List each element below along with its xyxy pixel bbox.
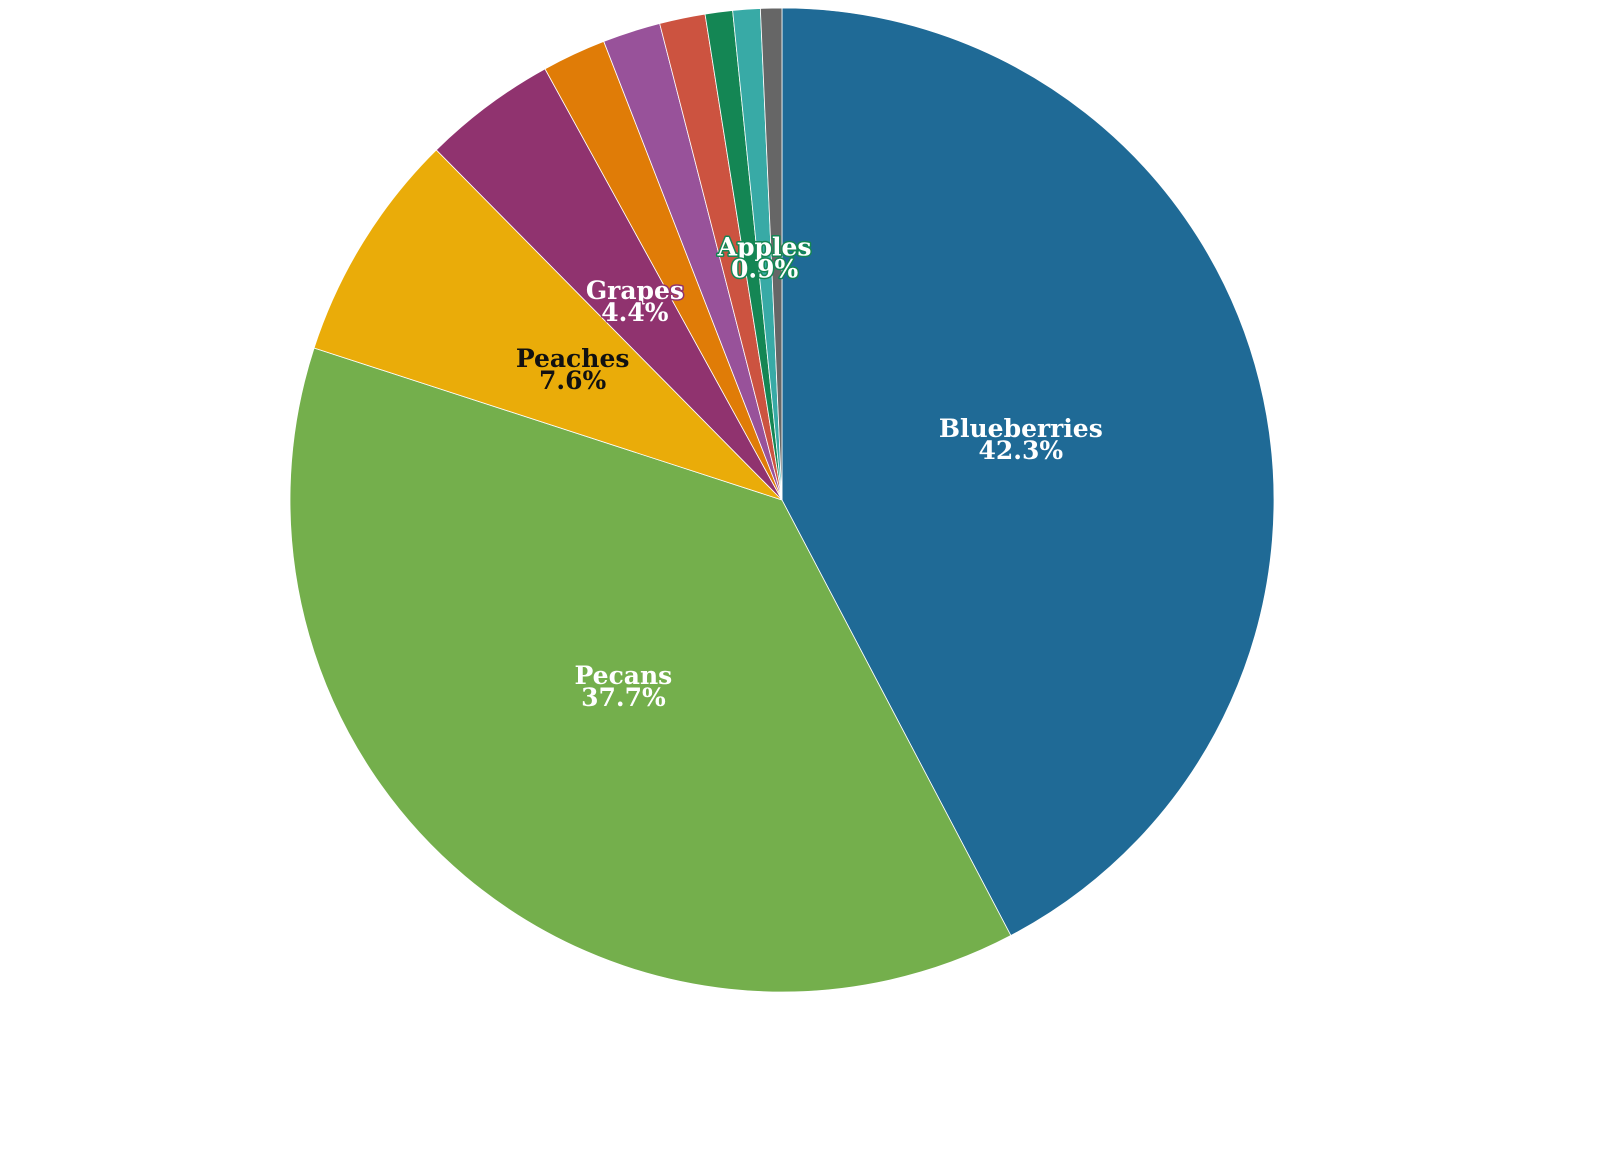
slice-label-pecans: Pecans 37.7% <box>575 661 673 712</box>
pie-slice-segment-10 <box>759 7 783 501</box>
slice-percent: 37.7% <box>581 683 666 712</box>
pie-slice-pecans <box>289 347 1012 993</box>
slice-label-blueberries: Blueberries 42.3% <box>939 414 1103 465</box>
slice-percent: 42.3% <box>979 436 1064 465</box>
slice-label-peaches: Peaches 7.6% <box>516 344 630 395</box>
slice-percent: 7.6% <box>539 366 606 395</box>
slice-percent: 0.9% <box>731 255 798 284</box>
pie-slice-blueberries <box>781 7 1275 937</box>
slice-percent: 4.4% <box>601 298 668 327</box>
slice-name: Peaches <box>516 344 630 373</box>
pie-slices <box>289 7 1275 993</box>
slice-name: Blueberries <box>939 414 1103 443</box>
slice-label-apples: Apples 0.9% <box>717 233 812 284</box>
slice-name: Pecans <box>575 661 673 690</box>
pie-slice-peaches <box>313 149 783 501</box>
slice-label-grapes: Grapes 4.4% <box>586 276 684 327</box>
slice-name: Grapes <box>586 276 684 305</box>
pie-labels: Blueberries 42.3% Pecans 37.7% Peaches 7.6% Gr… <box>514 231 1104 714</box>
slice-name: Apples <box>717 233 812 262</box>
